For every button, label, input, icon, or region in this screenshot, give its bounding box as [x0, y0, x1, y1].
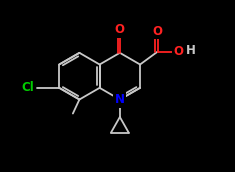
Text: H: H: [185, 44, 195, 57]
Text: O: O: [153, 25, 163, 38]
Text: Cl: Cl: [21, 81, 34, 94]
Text: O: O: [174, 45, 184, 58]
Text: N: N: [115, 93, 125, 106]
Text: O: O: [115, 23, 125, 36]
